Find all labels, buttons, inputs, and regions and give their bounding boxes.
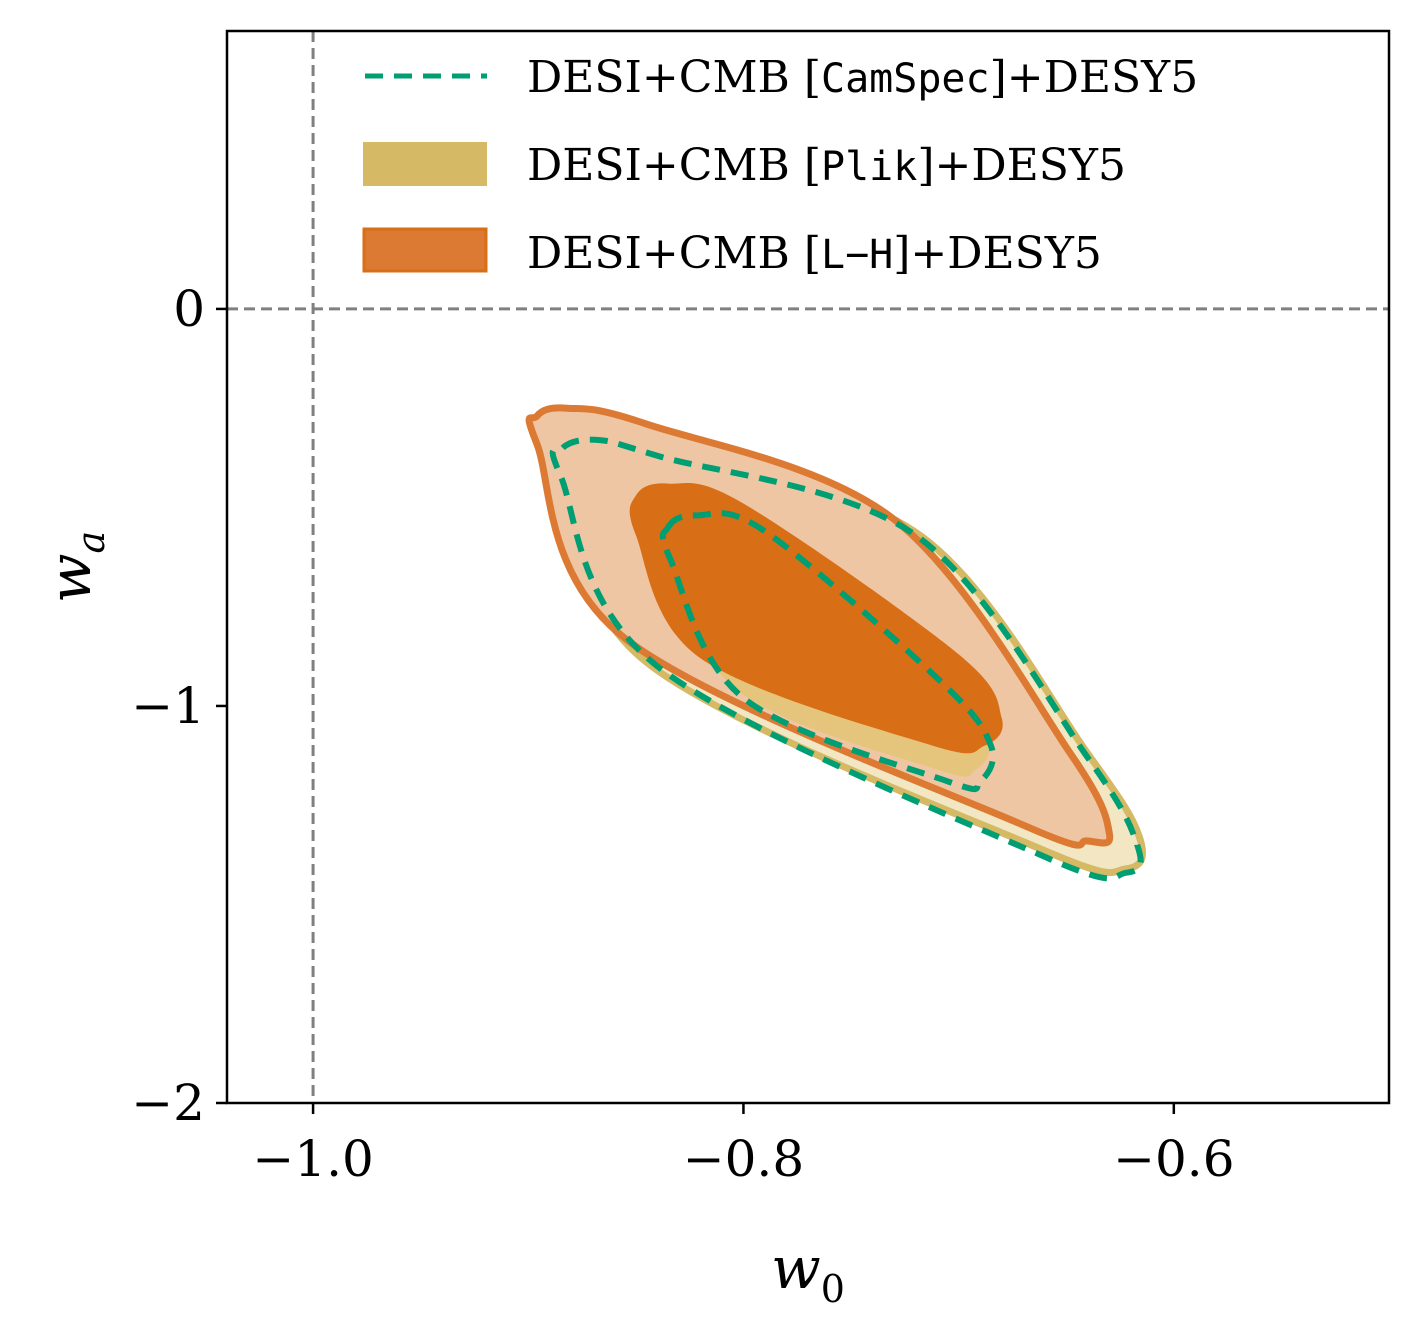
y-tick-label: −2 (131, 1074, 205, 1132)
plot-frame (225, 29, 1391, 1105)
y-axis-label-sub: a (69, 531, 113, 554)
contour-camspec-95 (549, 436, 1144, 882)
x-axis-label: w0 (771, 1234, 845, 1311)
y-axis-label: wa (36, 531, 113, 603)
y-tick-label: 0 (173, 280, 205, 338)
contours-layer (525, 404, 1146, 882)
y-axis-label-main: w (36, 554, 104, 604)
x-tick-label: −0.6 (1113, 1130, 1234, 1188)
x-axis-label-main: w (771, 1234, 821, 1302)
y-tick-label: −1 (131, 677, 205, 735)
contour-camspec-68 (659, 510, 996, 793)
reference-lines (227, 31, 1389, 1103)
legend-label-lh: DESI+CMB [L−H]+DESY5 (527, 228, 1102, 279)
legend-label-plik: DESI+CMB [Plik]+DESY5 (527, 140, 1126, 191)
contour-lh-68 (629, 482, 1003, 754)
x-axis-label-sub: 0 (821, 1267, 845, 1311)
x-tick-label: −0.8 (683, 1130, 804, 1188)
legend-label-camspec: DESI+CMB [CamSpec]+DESY5 (527, 52, 1198, 103)
ticks-layer: −1.0 −0.8 −0.6 0 −1 −2 (131, 280, 1234, 1188)
legend: DESI+CMB [CamSpec]+DESY5 DESI+CMB [Plik]… (362, 52, 1198, 279)
legend-swatch-lh (362, 227, 488, 273)
x-tick-label: −1.0 (252, 1130, 373, 1188)
legend-swatch-plik (363, 142, 487, 186)
